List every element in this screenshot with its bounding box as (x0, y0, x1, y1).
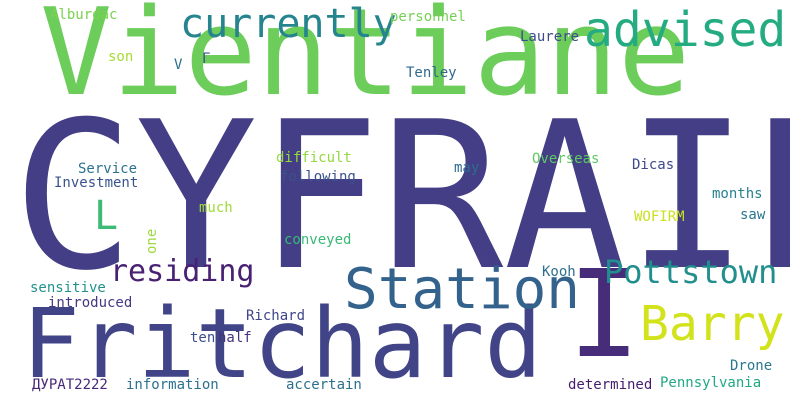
word-accertain: accertain (286, 377, 362, 393)
word-fritchard: Fritchard (22, 288, 543, 400)
word-overseas: Overseas (532, 151, 600, 167)
word-l: L (94, 193, 119, 239)
word-information: information (126, 377, 219, 393)
word-half: half (218, 330, 252, 346)
word-saw: saw (740, 207, 766, 223)
word-much: much (199, 200, 233, 216)
word-months: months (712, 186, 763, 202)
word-barry: Barry (640, 296, 785, 352)
word-pottstown: Pottstown (604, 253, 778, 291)
word-service: Service (78, 161, 138, 177)
word-determined: determined (568, 377, 653, 393)
word-dicas: Dicas (632, 157, 675, 173)
word-introduced: introduced (48, 295, 133, 311)
word-personnel: personnel (390, 9, 466, 25)
word-laurere: Laurere (520, 29, 580, 45)
word-v: V (174, 57, 183, 73)
word-station: Station (344, 257, 581, 322)
word-conveyed: conveyed (284, 232, 352, 248)
word-alburdac: Alburdac (50, 7, 118, 23)
word-may: may (454, 160, 480, 176)
word-g-cyrillic: Г (202, 51, 211, 67)
word-pennsylvania: Pennsylvania (660, 375, 762, 391)
word-son: son (108, 49, 134, 65)
word-one: one (144, 228, 160, 254)
word-residing: residing (110, 254, 255, 289)
word-i: I (568, 246, 641, 385)
word-durat2222: ДУРАТ2222 (32, 377, 108, 393)
word-following: following (280, 169, 356, 185)
word-ten: ten (190, 330, 216, 346)
word-wofirm: WOFIRM (634, 209, 685, 225)
word-advised: advised (584, 2, 787, 58)
word-sensitive: sensitive (30, 280, 106, 296)
word-vientiane: Vientiane (40, 0, 691, 123)
word-currently: currently (180, 1, 397, 47)
word-richard: Richard (246, 308, 306, 324)
word-tenley: Tenley (406, 65, 457, 81)
word-kooh: Kooh (542, 264, 576, 280)
word-cyfrail: CYFRAIL (12, 79, 790, 316)
word-difficult: difficult (276, 150, 352, 166)
word-investment: Investment (54, 175, 139, 191)
word-drone: Drone (730, 358, 773, 374)
